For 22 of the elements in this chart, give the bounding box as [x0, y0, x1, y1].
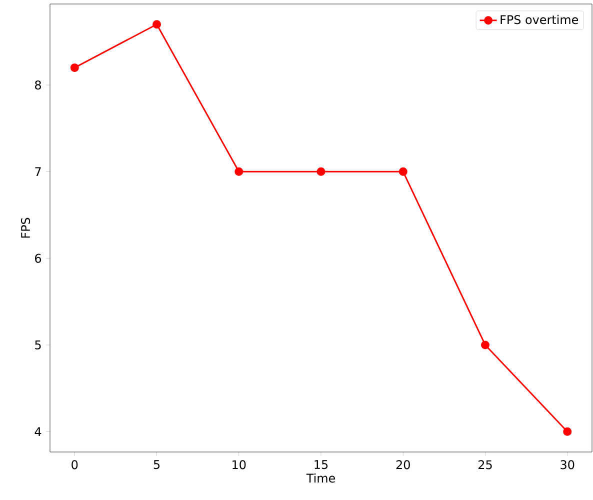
y-tick-label: 6 [35, 254, 42, 263]
x-tick-label: 25 [478, 460, 492, 470]
point [398, 167, 408, 176]
point [70, 63, 79, 72]
point [480, 340, 490, 350]
legend-label: FPS overtime [500, 14, 578, 24]
point [316, 167, 326, 176]
x-tick-label: 20 [396, 460, 410, 470]
x-axis-title: Time [306, 473, 336, 483]
point [152, 20, 162, 29]
y-tick-label: 5 [35, 340, 41, 350]
y-tick-label: 4 [34, 427, 42, 436]
x-tick-label: 10 [232, 460, 246, 470]
point [563, 427, 572, 436]
x-tick-label: 5 [154, 460, 160, 470]
x-tick-label: 30 [560, 460, 574, 470]
point [234, 167, 244, 176]
y-tick-label: 7 [35, 167, 41, 176]
x-tick-label: 0 [72, 460, 78, 470]
y-tick-label: 8 [35, 80, 41, 90]
y-axis-title: FPS [20, 218, 30, 238]
x-tick-label: 15 [314, 460, 328, 470]
